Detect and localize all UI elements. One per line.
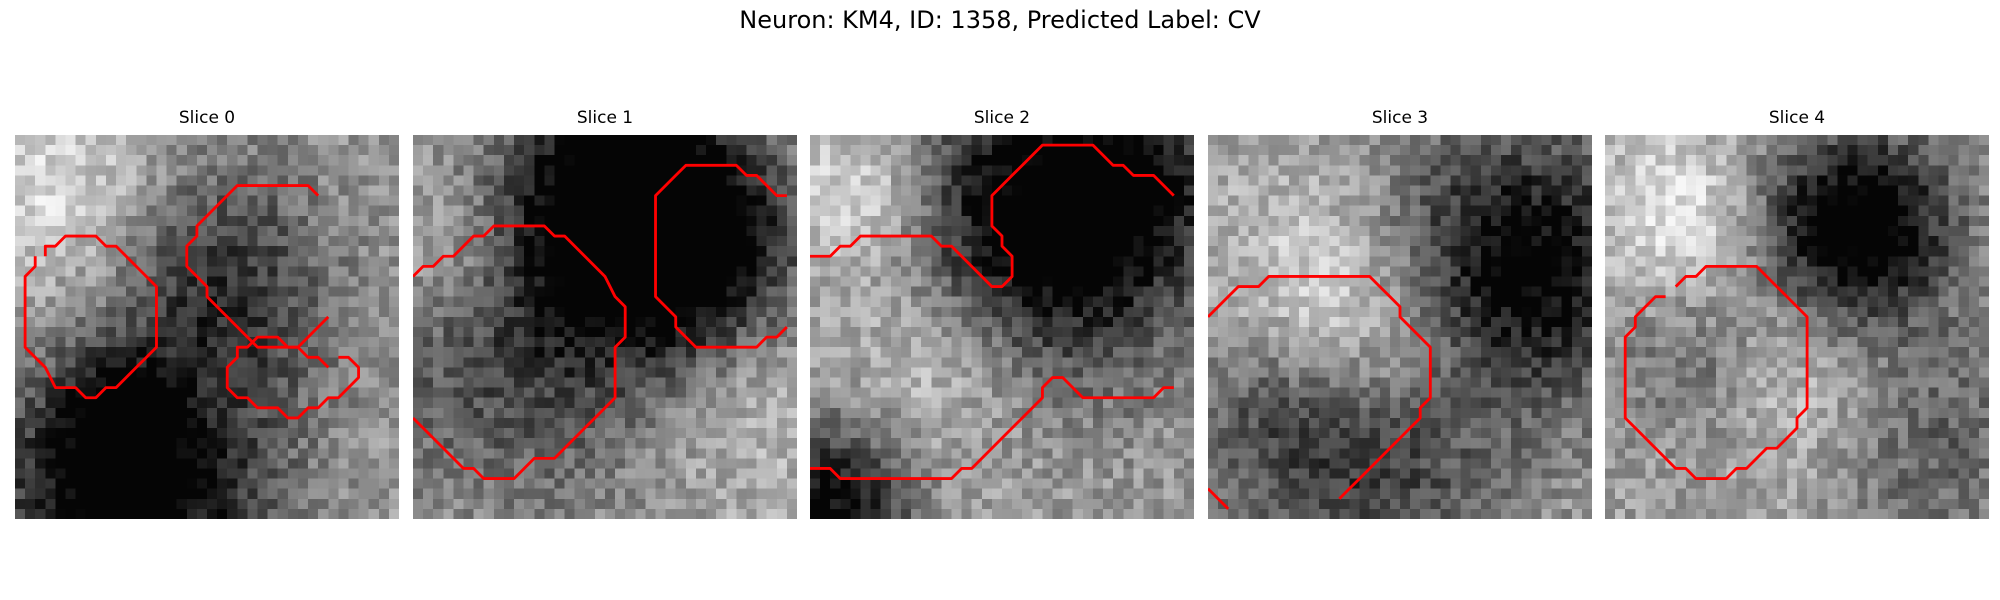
panel-title: Slice 2 [973,108,1031,128]
panel-slice-2: Slice 2 [810,108,1194,519]
contour-line [413,224,627,480]
contour-line [1208,487,1230,510]
contour-line [1208,275,1432,500]
panel-title: Slice 0 [178,108,236,128]
contour-line [23,234,158,400]
contour-line [225,335,360,420]
slice-image [1208,135,1592,519]
panel-slice-4: Slice 4 [1605,108,1989,519]
panel-title: Slice 3 [1371,108,1429,128]
panel-title: Slice 4 [1768,108,1826,128]
contour-line [185,184,330,349]
panel-slice-1: Slice 1 [413,108,797,519]
slice-image [810,135,1194,519]
figure-title: Neuron: KM4, ID: 1358, Predicted Label: … [739,6,1261,34]
panel-slice-0: Slice 0 [15,108,399,519]
contour-line [810,376,1174,480]
panel-title: Slice 1 [576,108,634,128]
contour-line [810,143,1175,288]
slice-image [1605,135,1989,519]
slice-image [15,135,399,519]
slice-image [413,135,797,519]
panel-slice-3: Slice 3 [1208,108,1592,519]
contour-line [1623,264,1809,480]
contour-line [654,163,788,349]
